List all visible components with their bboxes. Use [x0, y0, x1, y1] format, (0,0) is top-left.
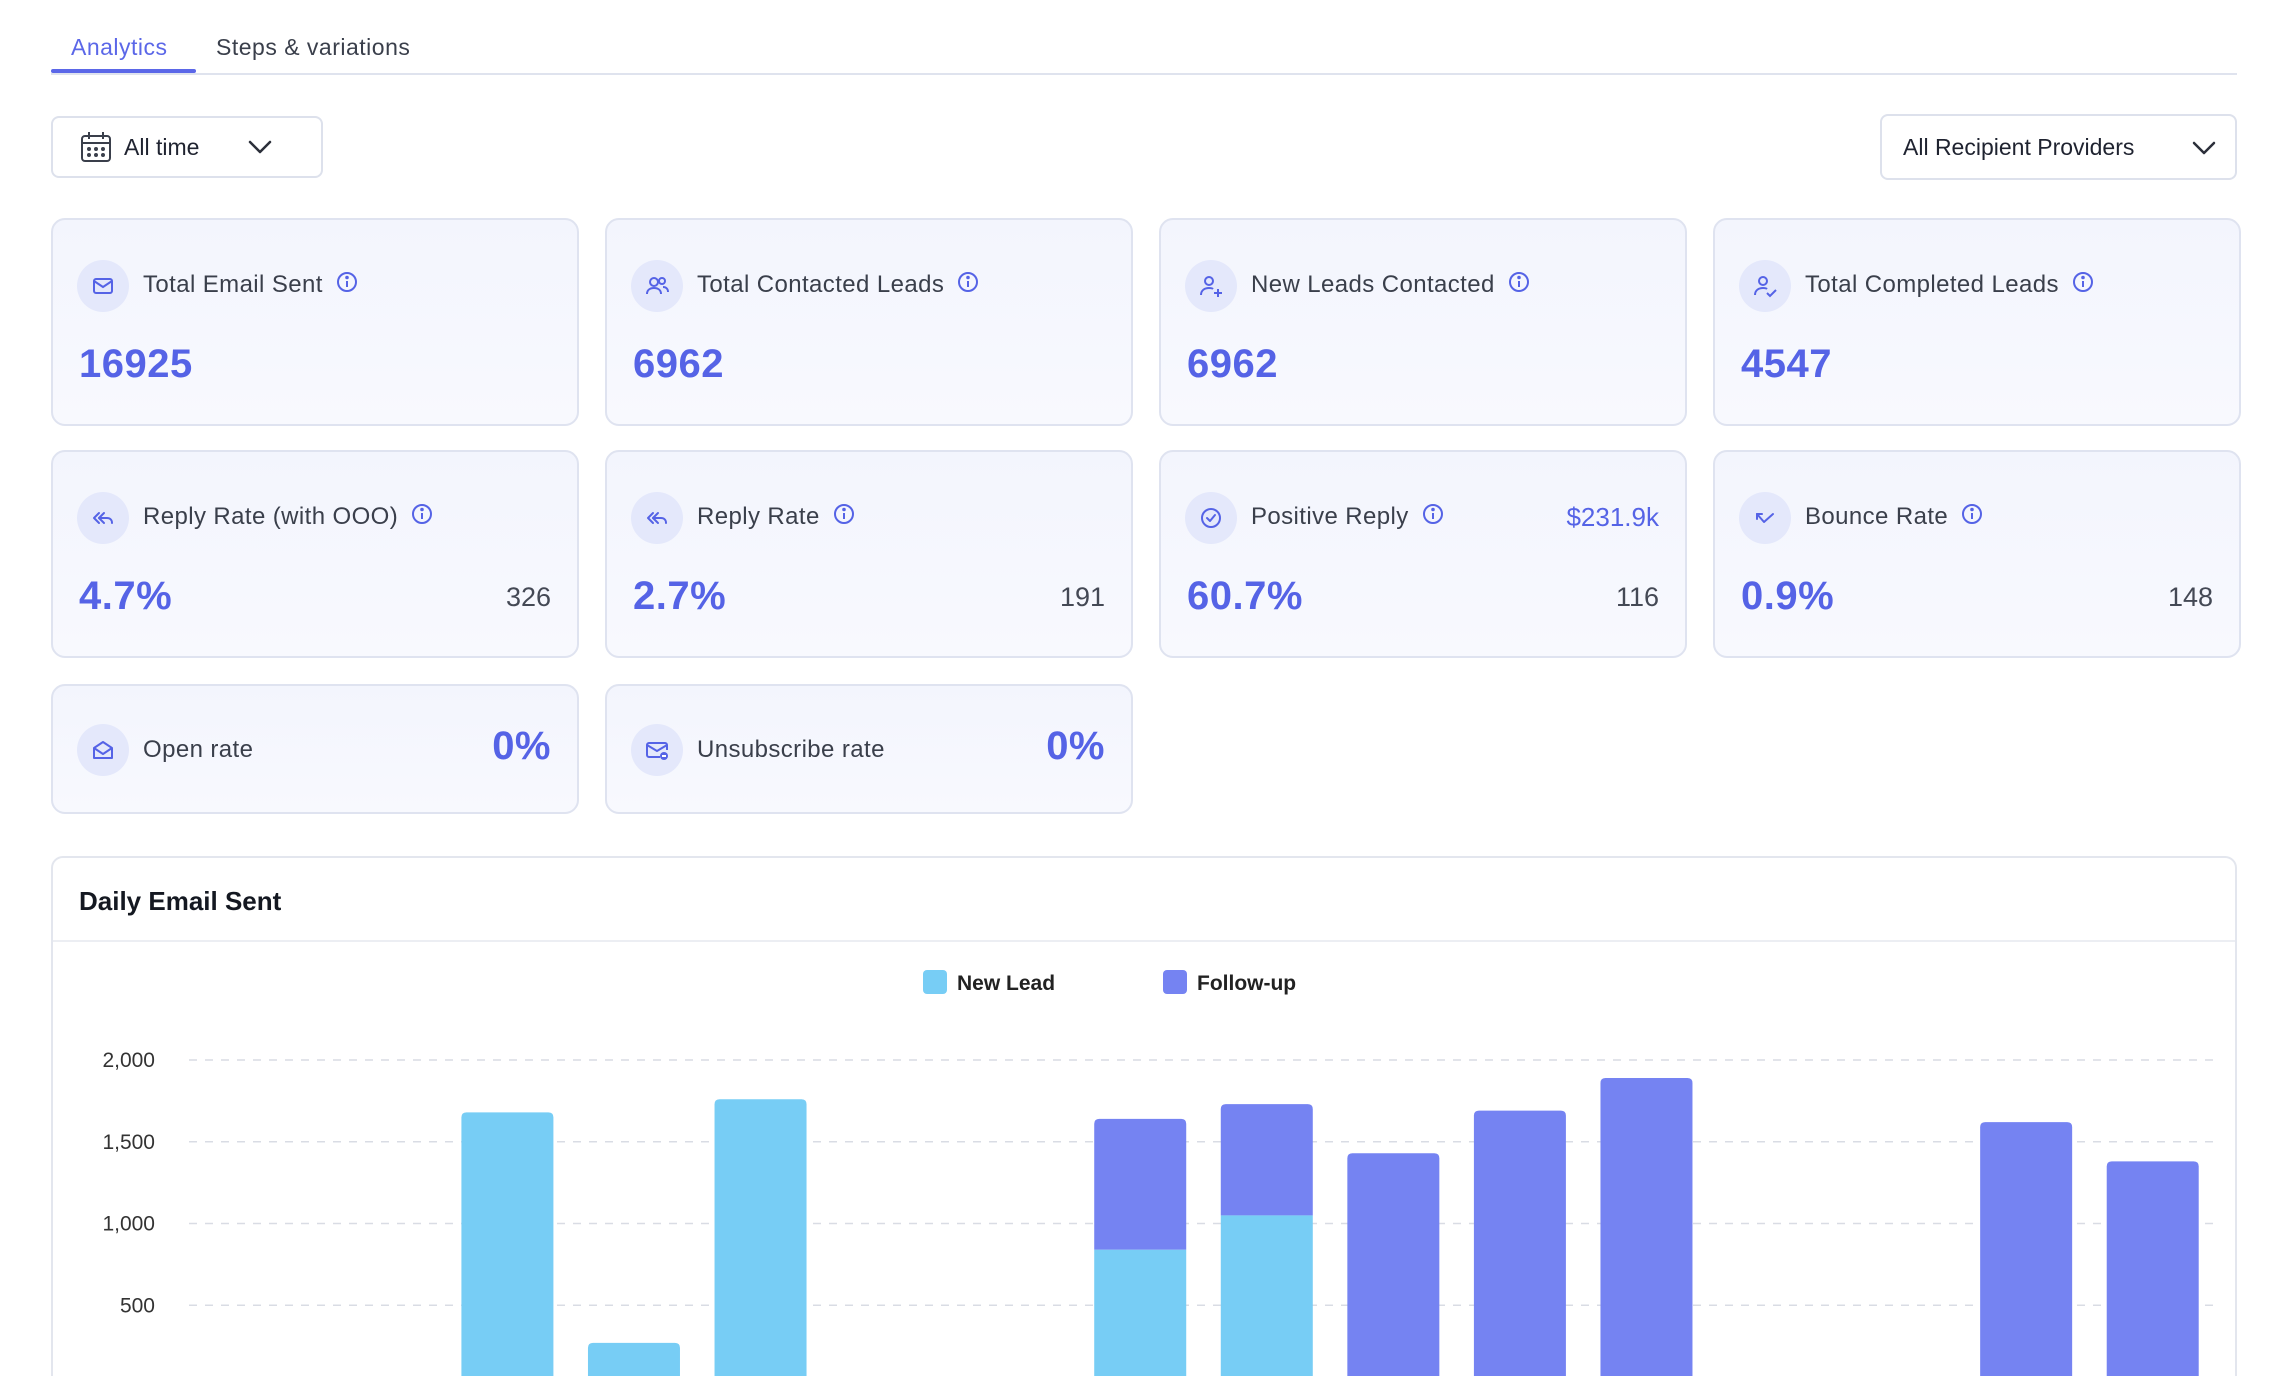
user-plus-icon	[1185, 260, 1237, 312]
card-open-rate: Open rate 0%	[51, 684, 579, 814]
bar-follow-up	[2106, 1161, 2199, 1376]
info-icon[interactable]	[1960, 502, 1984, 533]
card-total-contacted-leads: Total Contacted Leads 6962	[605, 218, 1133, 426]
users-icon	[631, 260, 683, 312]
bar-follow-up	[1600, 1077, 1693, 1376]
card-title: Reply Rate	[697, 502, 820, 530]
chevron-down-icon	[247, 139, 273, 155]
date-range-value: All time	[124, 133, 200, 160]
card-title: Total Contacted Leads	[697, 270, 945, 298]
legend-swatch	[1163, 970, 1187, 994]
card-title: Unsubscribe rate	[697, 736, 885, 763]
legend-swatch	[923, 970, 947, 994]
card-unsubscribe-rate: Unsubscribe rate 0%	[605, 684, 1133, 814]
y-tick-label: 2,000	[102, 1049, 155, 1072]
card-value: 4547	[1741, 342, 1832, 386]
card-title: Reply Rate (with OOO)	[143, 502, 399, 530]
y-tick-label: 1,500	[102, 1131, 155, 1154]
active-tab-indicator	[51, 69, 196, 73]
info-icon[interactable]	[2071, 270, 2095, 301]
bar-follow-up	[1347, 1153, 1440, 1376]
card-total-email-sent: Total Email Sent 16925	[51, 218, 579, 426]
chevron-down-icon	[2191, 140, 2217, 156]
card-value: 0.9%	[1741, 574, 1835, 618]
info-icon[interactable]	[410, 502, 434, 533]
info-icon[interactable]	[1421, 502, 1445, 533]
tab-bar: Analytics Steps & variations	[51, 0, 2237, 75]
card-value: 6962	[633, 342, 724, 386]
bar-new-lead	[1220, 1215, 1313, 1376]
bar-new-lead	[714, 1099, 807, 1376]
card-value: 60.7%	[1187, 574, 1303, 618]
card-value: 0%	[492, 724, 551, 768]
card-value: 4.7%	[79, 574, 173, 618]
card-value: 0%	[1046, 724, 1105, 768]
legend-label: Follow-up	[1197, 972, 1296, 995]
tab-analytics[interactable]: Analytics	[71, 34, 168, 60]
card-title: New Leads Contacted	[1251, 270, 1495, 298]
card-title: Positive Reply	[1251, 502, 1409, 530]
reply-all-icon	[631, 492, 683, 544]
daily-email-sent-panel: Daily Email Sent New Lead Follow-up 2,000 1…	[51, 856, 2237, 1376]
mail-open-icon	[77, 724, 129, 776]
y-tick-label: 500	[120, 1294, 155, 1317]
bar-follow-up	[1980, 1122, 2073, 1376]
card-positive-reply: Positive Reply $231.9k 60.7% 116	[1159, 450, 1687, 658]
card-title: Open rate	[143, 736, 254, 763]
calendar-icon	[79, 130, 113, 164]
bar-follow-up	[1220, 1104, 1313, 1216]
user-check-icon	[1739, 260, 1791, 312]
date-range-select[interactable]: All time	[51, 116, 323, 178]
bar-follow-up	[1094, 1118, 1187, 1250]
mail-icon	[77, 260, 129, 312]
card-count: 116	[1615, 582, 1659, 612]
card-count: 326	[505, 582, 551, 612]
divider	[53, 940, 2235, 942]
info-icon[interactable]	[832, 502, 856, 533]
card-count: 191	[1059, 582, 1105, 612]
card-reply-rate-ooo: Reply Rate (with OOO) 4.7% 326	[51, 450, 579, 658]
card-title: Total Email Sent	[143, 270, 323, 298]
card-bounce-rate: Bounce Rate 0.9% 148	[1713, 450, 2241, 658]
legend-label: New Lead	[957, 972, 1055, 995]
provider-value: All Recipient Providers	[1903, 133, 2135, 160]
card-reply-rate: Reply Rate 2.7% 191	[605, 450, 1133, 658]
tab-steps-variations[interactable]: Steps & variations	[216, 34, 411, 60]
bar-follow-up	[1473, 1110, 1566, 1376]
mail-unsubscribe-icon	[631, 724, 683, 776]
card-total-completed-leads: Total Completed Leads 4547	[1713, 218, 2241, 426]
card-value: 2.7%	[633, 574, 727, 618]
info-icon[interactable]	[1507, 270, 1531, 301]
card-title: Bounce Rate	[1805, 502, 1949, 530]
positive-reply-revenue: $231.9k	[1566, 502, 1659, 532]
check-circle-icon	[1185, 492, 1237, 544]
card-value: 6962	[1187, 342, 1278, 386]
card-new-leads-contacted: New Leads Contacted 6962	[1159, 218, 1687, 426]
card-count: 148	[2167, 582, 2213, 612]
bar-new-lead	[461, 1112, 554, 1376]
provider-select[interactable]: All Recipient Providers	[1880, 114, 2237, 180]
bar-new-lead	[1094, 1249, 1187, 1376]
card-title: Total Completed Leads	[1805, 270, 2059, 298]
y-tick-label: 1,000	[102, 1213, 155, 1236]
card-value: 16925	[79, 342, 193, 386]
chart-title: Daily Email Sent	[79, 886, 282, 916]
bar-new-lead	[587, 1342, 680, 1376]
info-icon[interactable]	[335, 270, 359, 301]
reply-all-icon	[77, 492, 129, 544]
info-icon[interactable]	[956, 270, 980, 301]
bounce-icon	[1739, 492, 1791, 544]
